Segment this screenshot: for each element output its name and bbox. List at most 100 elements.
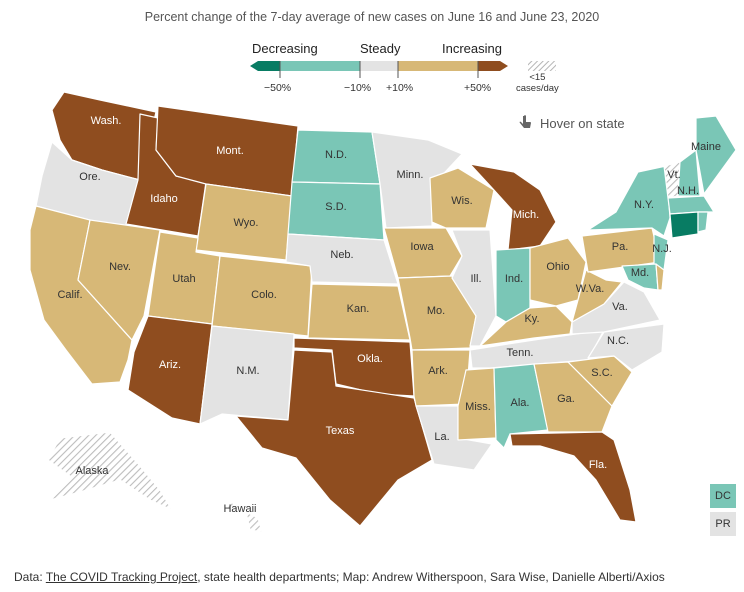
legend-steady-label: Steady [360, 41, 401, 56]
state-connecticut[interactable] [669, 211, 699, 239]
state-missouri[interactable] [397, 275, 477, 351]
state-massachusetts[interactable] [667, 195, 715, 215]
label-la: La. [434, 431, 449, 443]
footer-prefix: Data: [14, 570, 46, 584]
label-ga: Ga. [557, 393, 575, 405]
label-nc: N.C. [607, 335, 629, 347]
territory-dc-box[interactable]: DC [710, 484, 736, 508]
legend-segment-strong-increase [478, 61, 500, 71]
state-mississippi[interactable] [457, 367, 497, 441]
label-md: Md. [631, 267, 649, 279]
legend-tick-minus10: −10% [344, 82, 372, 94]
label-mo: Mo. [427, 305, 445, 317]
state-hawaii[interactable] [227, 501, 263, 533]
state-georgia[interactable] [533, 361, 613, 433]
label-va: Va. [612, 301, 628, 313]
label-ore: Ore. [79, 171, 100, 183]
label-utah: Utah [172, 273, 195, 285]
legend-tick-minus50: −50% [264, 82, 292, 94]
territory-pr-box[interactable]: PR [710, 512, 736, 536]
source-link[interactable]: The COVID Tracking Project [45, 570, 198, 584]
legend-tick-plus10: +10% [386, 82, 414, 94]
state-south-carolina[interactable] [567, 355, 633, 407]
legend: Decreasing Steady Increasing −50% −10% +… [240, 38, 580, 98]
label-wis: Wis. [451, 195, 472, 207]
label-ala: Ala. [511, 397, 530, 409]
label-nd: N.D. [325, 149, 347, 161]
label-hawaii: Hawaii [223, 503, 256, 515]
label-neb: Neb. [330, 249, 353, 261]
legend-arrow-left [250, 61, 258, 71]
legend-hatch-note-line1: <15 [529, 72, 546, 83]
label-nm: N.M. [236, 365, 259, 377]
state-wisconsin[interactable] [429, 167, 495, 229]
legend-segment-decrease [280, 61, 360, 71]
state-illinois[interactable] [451, 229, 497, 347]
label-wyo: Wyo. [234, 217, 259, 229]
label-miss: Miss. [465, 401, 491, 413]
legend-hatch-note: <15 cases/day [516, 72, 559, 94]
legend-arrow-right [500, 61, 508, 71]
legend-increasing-label: Increasing [442, 41, 502, 56]
state-maryland[interactable] [621, 263, 659, 291]
label-colo: Colo. [251, 289, 277, 301]
legend-decreasing-label: Decreasing [252, 41, 318, 56]
state-kentucky[interactable] [479, 305, 573, 347]
label-wva: W.Va. [576, 283, 605, 295]
legend-segment-steady [360, 61, 398, 71]
state-arizona[interactable] [127, 315, 213, 425]
label-mont: Mont. [216, 145, 244, 157]
label-wash: Wash. [91, 115, 122, 127]
state-west-virginia[interactable] [571, 269, 623, 323]
state-delaware[interactable] [655, 263, 665, 291]
label-ky: Ky. [524, 313, 539, 325]
legend-tick-plus50: +50% [464, 82, 492, 94]
label-kan: Kan. [347, 303, 370, 315]
label-sc: S.C. [591, 367, 612, 379]
label-maine: Maine [691, 141, 721, 153]
state-florida[interactable] [509, 431, 637, 523]
label-ill: Ill. [471, 273, 482, 285]
hover-hint: Hover on state [516, 114, 625, 132]
hover-hint-label: Hover on state [540, 115, 625, 131]
label-pa: Pa. [612, 241, 629, 253]
label-nev: Nev. [109, 261, 131, 273]
legend-hatch-swatch [528, 61, 556, 71]
label-ind: Ind. [505, 273, 523, 285]
state-maine[interactable] [695, 115, 737, 195]
label-iowa: Iowa [410, 241, 434, 253]
label-minn: Minn. [397, 169, 424, 181]
us-map: Wash. Ore. Calif. Idaho Nev. Mont. Wyo. … [29, 91, 737, 533]
legend-segment-increase [398, 61, 478, 71]
footer-credits: Data: The COVID Tracking Project, state … [14, 570, 665, 584]
legend-hatch-note-line2: cases/day [516, 83, 559, 94]
label-texas: Texas [326, 425, 355, 437]
footer-suffix: , state health departments; Map: Andrew … [197, 570, 665, 584]
label-vt: Vt. [667, 169, 680, 181]
label-alaska: Alaska [75, 465, 109, 477]
label-okla: Okla. [357, 353, 383, 365]
state-arkansas[interactable] [411, 349, 471, 407]
state-rhode-island[interactable] [697, 211, 709, 233]
label-fla: Fla. [589, 459, 607, 471]
legend-segment-strong-decrease [258, 61, 280, 71]
state-nevada[interactable] [77, 219, 161, 341]
label-mich: Mich. [513, 209, 539, 221]
pointer-hand-icon [519, 115, 531, 128]
territory-pr-label: PR [715, 518, 731, 530]
label-tenn: Tenn. [507, 347, 534, 359]
label-nh: N.H. [677, 185, 699, 197]
label-ny: N.Y. [634, 199, 654, 211]
label-ohio: Ohio [546, 261, 569, 273]
state-texas[interactable] [235, 349, 433, 527]
state-alaska[interactable] [47, 431, 173, 511]
state-new-york[interactable] [587, 165, 671, 237]
map-title: Percent change of the 7-day average of n… [144, 10, 600, 24]
label-sd: S.D. [325, 201, 346, 213]
state-iowa[interactable] [383, 227, 463, 279]
legend-color-bar [250, 61, 556, 78]
territory-dc-label: DC [715, 490, 731, 502]
label-idaho: Idaho [150, 193, 178, 205]
label-ark: Ark. [428, 365, 448, 377]
state-nebraska[interactable] [285, 233, 399, 285]
